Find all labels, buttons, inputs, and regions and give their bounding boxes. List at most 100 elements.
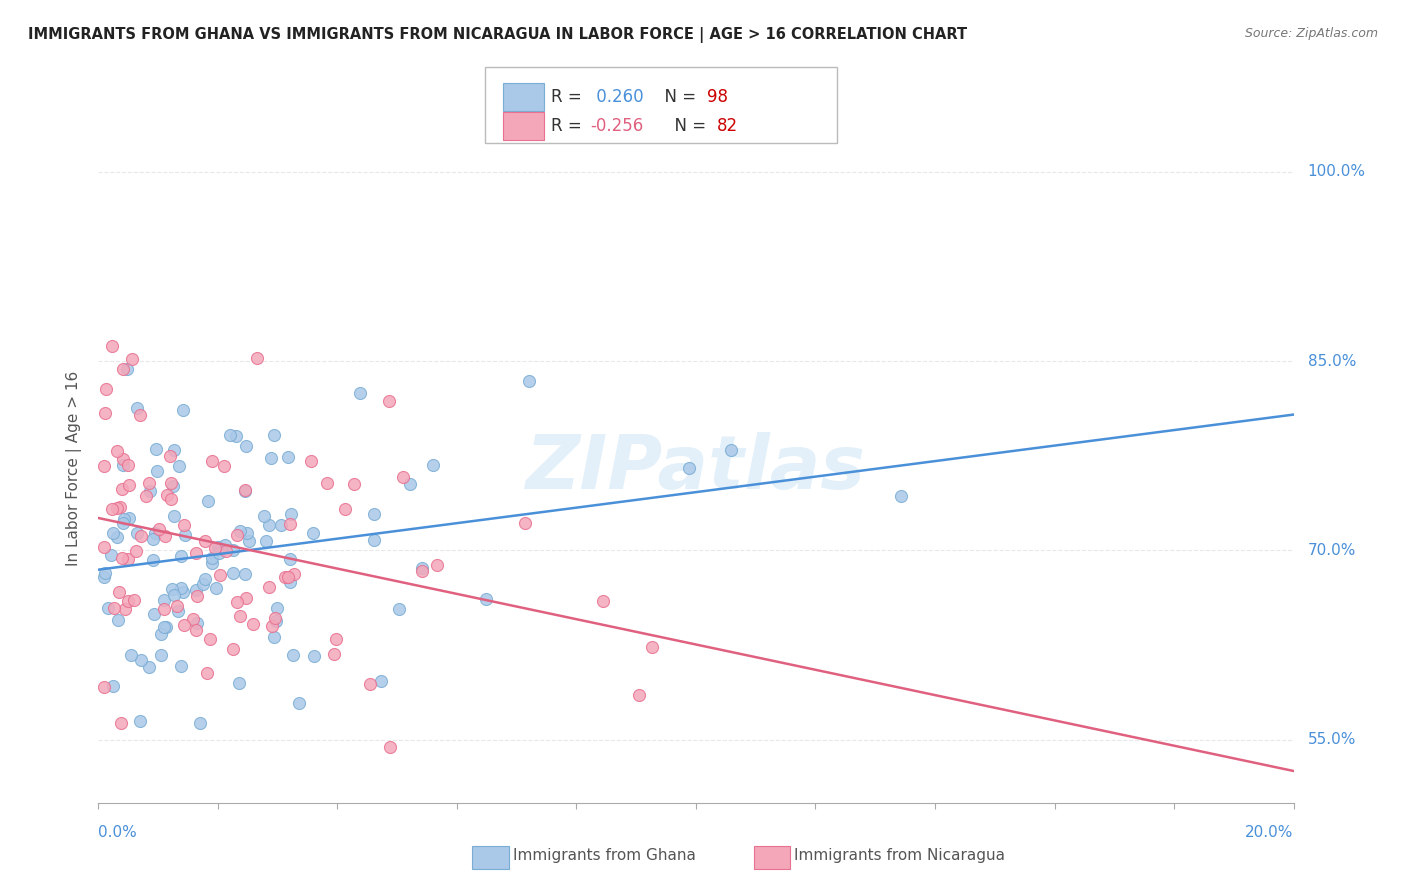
Point <box>236 525 259 540</box>
Point <box>105 500 128 515</box>
Point <box>519 374 541 388</box>
Point <box>363 533 385 548</box>
Point <box>263 631 285 645</box>
Point <box>105 444 128 458</box>
Point <box>235 439 257 453</box>
Point <box>233 484 256 499</box>
Point <box>153 529 176 543</box>
Point <box>103 601 125 615</box>
Point <box>201 454 224 468</box>
Point <box>214 538 236 552</box>
Point <box>94 383 117 397</box>
Point <box>110 715 132 730</box>
Point <box>145 464 167 478</box>
Point <box>209 567 232 582</box>
Point <box>117 593 139 607</box>
Point <box>93 570 115 584</box>
Point <box>150 648 173 662</box>
Point <box>277 570 299 584</box>
Point <box>278 574 301 589</box>
Point <box>184 546 207 560</box>
Point <box>411 564 433 578</box>
Point <box>242 617 264 632</box>
Point <box>153 601 176 615</box>
Point <box>225 429 247 443</box>
Point <box>117 511 139 525</box>
Point <box>229 608 252 623</box>
Point <box>118 478 141 492</box>
Point <box>214 459 236 474</box>
Point <box>114 602 136 616</box>
Point <box>592 594 614 608</box>
Point <box>398 477 420 491</box>
Point <box>204 541 226 556</box>
Point <box>103 526 125 541</box>
Point <box>169 659 191 673</box>
Point <box>112 362 135 376</box>
Point <box>222 642 245 657</box>
Point <box>129 529 152 543</box>
Point <box>302 648 325 663</box>
Point <box>343 477 366 491</box>
Point <box>264 610 287 624</box>
Point <box>233 567 256 582</box>
Point <box>145 525 167 540</box>
Point <box>233 483 256 498</box>
Text: 100.0%: 100.0% <box>1308 164 1365 179</box>
Point <box>138 660 160 674</box>
Point <box>280 552 302 566</box>
Point <box>378 393 401 408</box>
Point <box>260 619 283 633</box>
Point <box>148 522 170 536</box>
Point <box>280 516 302 531</box>
Text: IMMIGRANTS FROM GHANA VS IMMIGRANTS FROM NICARAGUA IN LABOR FORCE | AGE > 16 COR: IMMIGRANTS FROM GHANA VS IMMIGRANTS FROM… <box>28 27 967 43</box>
Point <box>138 475 160 490</box>
Point <box>117 458 139 472</box>
Point <box>411 561 433 575</box>
Point <box>155 620 177 634</box>
Point <box>143 607 166 621</box>
Point <box>124 592 146 607</box>
Point <box>277 450 299 465</box>
Point <box>270 518 292 533</box>
Point <box>162 478 184 492</box>
Point <box>253 509 276 524</box>
Point <box>235 591 257 605</box>
Point <box>173 528 195 542</box>
Point <box>191 576 214 591</box>
Text: 20.0%: 20.0% <box>1246 825 1294 840</box>
Point <box>426 558 449 572</box>
Point <box>254 533 277 548</box>
Point <box>111 551 134 566</box>
Point <box>198 632 221 647</box>
Point <box>163 588 186 602</box>
Point <box>93 680 115 694</box>
Point <box>117 552 139 566</box>
Point <box>167 458 190 473</box>
Text: R =: R = <box>551 117 588 136</box>
Point <box>111 482 134 496</box>
Point <box>139 483 162 498</box>
Point <box>172 585 194 599</box>
Point <box>720 443 742 458</box>
Point <box>238 533 260 548</box>
Point <box>263 428 285 442</box>
Point <box>678 461 700 475</box>
Point <box>160 582 183 596</box>
Point <box>131 652 153 666</box>
Point <box>287 696 309 710</box>
Point <box>163 509 186 524</box>
Point <box>160 492 183 507</box>
Text: Immigrants from Ghana: Immigrants from Ghana <box>513 848 696 863</box>
Point <box>111 458 134 472</box>
Text: 0.0%: 0.0% <box>98 825 138 840</box>
Point <box>145 442 167 457</box>
Text: 70.0%: 70.0% <box>1308 543 1355 558</box>
Point <box>108 500 131 514</box>
Point <box>129 714 152 729</box>
Point <box>186 616 208 631</box>
Point <box>105 530 128 544</box>
Point <box>325 632 347 647</box>
Point <box>108 585 131 599</box>
Point <box>93 540 115 554</box>
